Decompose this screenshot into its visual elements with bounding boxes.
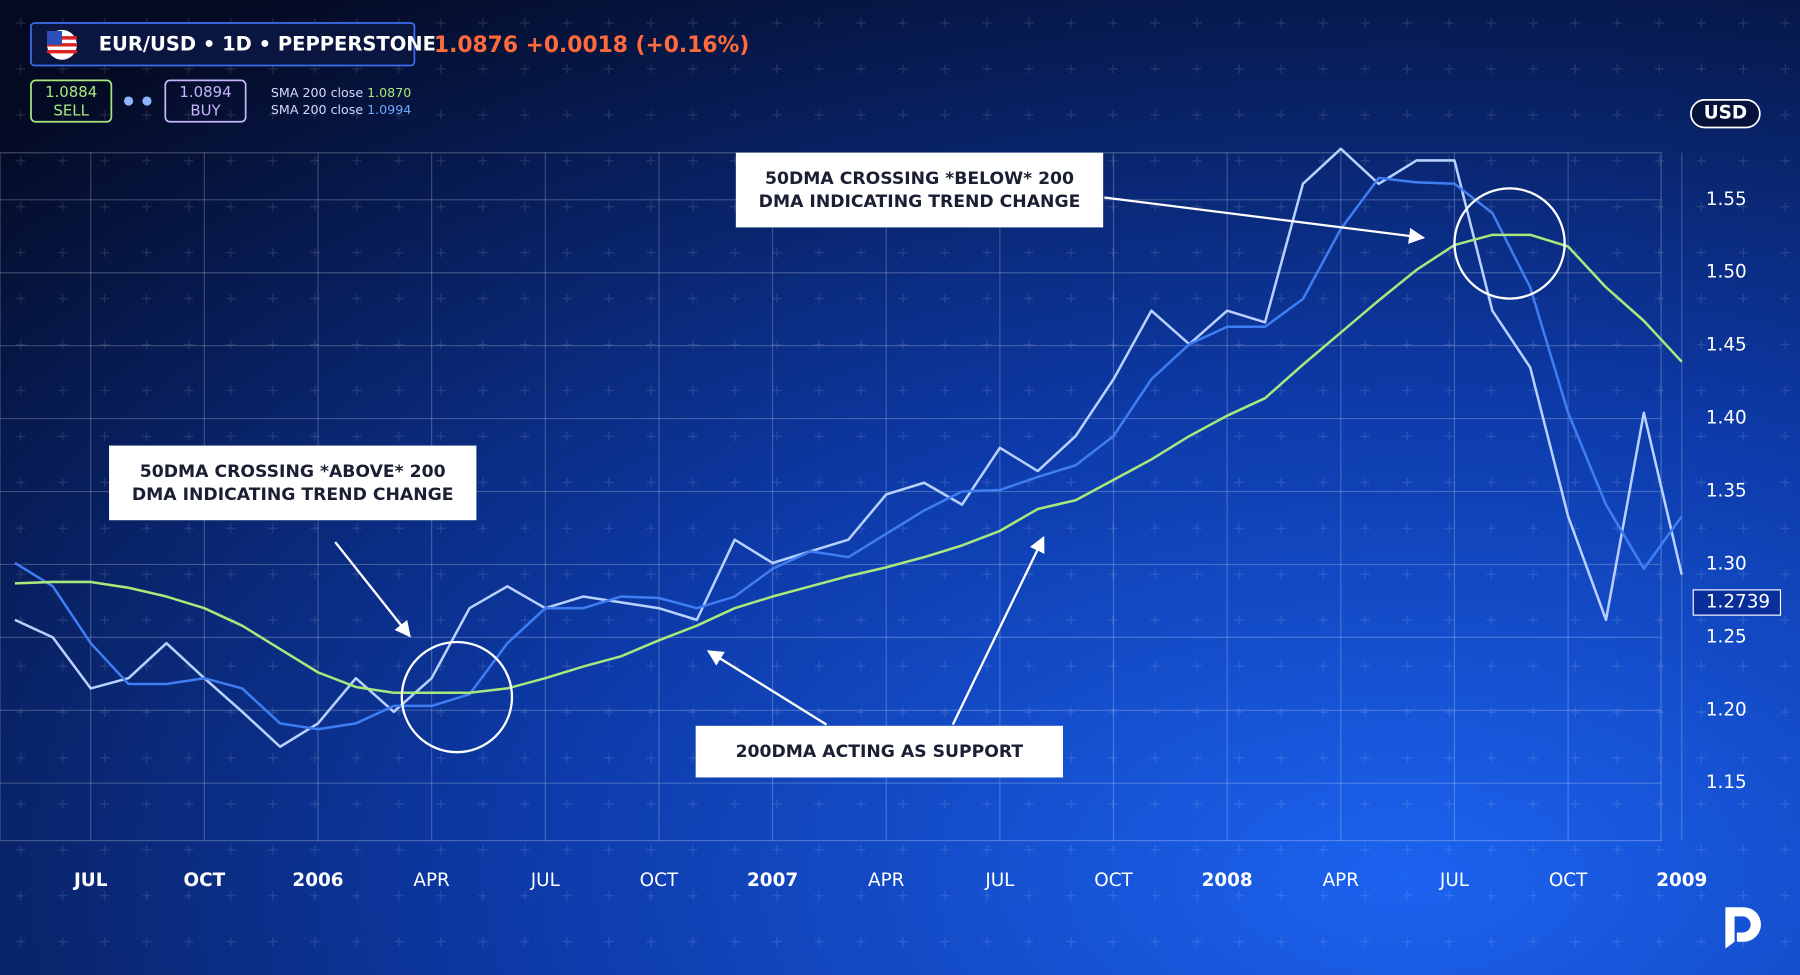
sell-label: SELL [53, 101, 89, 119]
dot [123, 96, 134, 106]
annotation-text: DMA INDICATING TREND CHANGE [132, 485, 454, 505]
x-tick-label: OCT [1549, 870, 1588, 891]
sell-button[interactable] [30, 79, 113, 123]
y-tick-label: 1.50 [1706, 262, 1747, 283]
y-tick-label: 1.55 [1706, 189, 1747, 210]
annotation-text: 50DMA CROSSING *BELOW* 200 [765, 169, 1074, 189]
y-tick-label: 1.25 [1706, 626, 1747, 647]
x-tick-label: 2007 [747, 870, 798, 891]
series-line [14, 147, 1683, 749]
y-tick-label: 1.15 [1706, 772, 1747, 793]
annotation-text: 200DMA ACTING AS SUPPORT [736, 742, 1024, 762]
x-tick-label: JUL [530, 870, 561, 891]
annotation-text: 50DMA CROSSING *ABOVE* 200 [140, 462, 446, 482]
annotation-text: DMA INDICATING TREND CHANGE [759, 192, 1081, 212]
series-line [14, 176, 1683, 731]
annotation-box [109, 445, 477, 521]
x-tick-label: OCT [1094, 870, 1133, 891]
x-tick-label: OCT [184, 870, 226, 891]
symbol-box[interactable] [30, 22, 416, 67]
series-line [14, 233, 1683, 695]
currency-badge[interactable] [1690, 99, 1761, 129]
y-tick-label: 1.20 [1706, 699, 1747, 720]
annotation-box [735, 152, 1104, 228]
sell-price: 1.0884 [45, 83, 97, 101]
x-tick-label: APR [1323, 870, 1360, 891]
x-tick-label: 2006 [292, 870, 343, 891]
quote: 1.0876 +0.0018 (+0.16%) [434, 33, 749, 58]
y-tick-label: 1.35 [1706, 481, 1747, 502]
x-tick-label: APR [868, 870, 905, 891]
x-tick-label: 2008 [1202, 870, 1253, 891]
symbol: EUR/USD • 1D • PEPPERSTONE [99, 32, 436, 55]
buy-button[interactable] [164, 79, 247, 123]
last-price-label: 1.2739 [1706, 592, 1770, 613]
buy-price: 1.0894 [179, 83, 231, 101]
logo [1725, 907, 1761, 949]
x-tick-label: JUL [984, 870, 1015, 891]
indicator-label: SMA 200 close [271, 102, 363, 117]
currency: USD [1704, 103, 1747, 124]
indicator-label: SMA 200 close [271, 85, 363, 100]
x-tick-label: OCT [640, 870, 679, 891]
x-tick-label: JUL [1439, 870, 1470, 891]
y-tick-label: 1.40 [1706, 408, 1747, 429]
annotation-box [695, 725, 1064, 778]
indicator: SMA 200 close 1.0870 [271, 85, 411, 100]
indicator: SMA 200 close 1.0994 [271, 102, 411, 117]
flag-canton [47, 31, 62, 45]
annotation-arrows [334, 187, 1566, 754]
y-tick-label: 1.30 [1706, 553, 1747, 574]
buy-label: BUY [190, 101, 221, 119]
y-tick-label: 1.45 [1706, 335, 1747, 356]
dot [142, 96, 152, 106]
x-tick-label: 2009 [1656, 870, 1707, 891]
indicator-value: 1.0870 [367, 85, 411, 100]
x-tick-label: JUL [72, 870, 108, 891]
x-tick-label: APR [413, 870, 450, 891]
indicator-value: 1.0994 [367, 102, 411, 117]
last-price-tag [1692, 589, 1782, 616]
